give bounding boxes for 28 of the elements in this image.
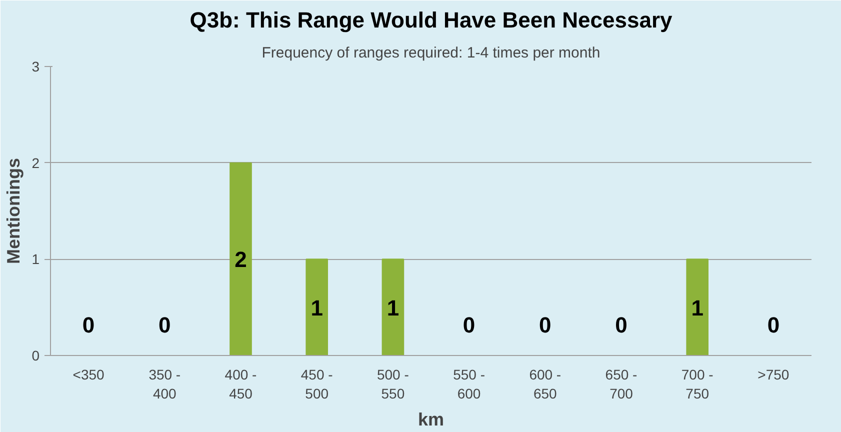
data-label: 0 <box>539 312 552 338</box>
x-tick-label: 400 - 450 <box>224 366 258 402</box>
y-tick-label: 0 <box>32 348 40 364</box>
data-label: 0 <box>767 312 780 338</box>
data-label: 0 <box>158 312 171 338</box>
data-label: 1 <box>691 295 704 320</box>
x-tick-label: 650 - 700 <box>605 366 638 402</box>
chart-subtitle: Frequency of ranges required: 1-4 times per month <box>262 44 600 62</box>
data-label: 1 <box>386 295 400 320</box>
data-label: 2 <box>234 247 247 272</box>
x-tick-label: <350 <box>72 366 105 382</box>
x-tick-label: 450 - 500 <box>300 366 334 402</box>
y-tick-label: 1 <box>32 251 40 268</box>
data-label: 0 <box>82 312 95 338</box>
x-axis-title: km <box>418 410 444 430</box>
chart-title: Q3b: This Range Would Have Been Necessary <box>190 8 674 32</box>
data-label: 0 <box>615 312 628 338</box>
x-tick-label: 550 - 600 <box>453 366 486 402</box>
data-label: 1 <box>310 295 323 320</box>
x-tick-label: 500 - 550 <box>376 366 410 402</box>
y-axis-title: Mentionings <box>4 158 24 264</box>
x-tick-label: 600 - 650 <box>529 366 562 402</box>
x-tick-label: 700 - 750 <box>681 366 714 402</box>
y-tick-label: 2 <box>32 154 40 171</box>
y-tick-label: 3 <box>32 58 40 74</box>
x-tick-label: >750 <box>758 366 790 382</box>
x-tick-label: 350 - 400 <box>148 366 181 402</box>
data-label: 0 <box>462 312 476 338</box>
